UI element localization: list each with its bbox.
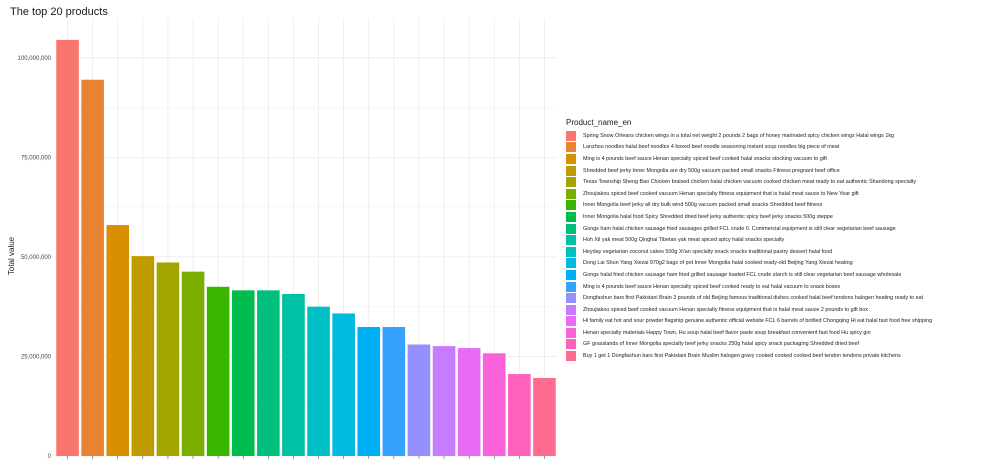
bar [332, 313, 355, 456]
legend-swatch [566, 142, 576, 153]
bar [307, 306, 330, 456]
legend-label: Gongs halal fried chicken sausage ham fr… [583, 271, 902, 278]
bar [407, 344, 431, 456]
y-axis-ticks: 0 25,000,000 50,000,000 75,000,000 100,000,0… [18, 56, 52, 460]
legend-item: Texas Township Sheng Bao Chicken braised… [566, 176, 932, 188]
bar [457, 348, 481, 456]
legend-label: Zhoujiakou spiced beef cooked vacuum Hen… [583, 190, 859, 197]
legend-label: Ming is 4 pounds beef sauce Henan specia… [583, 155, 827, 162]
legend-items: Spring Snow Orleans chicken wings in a t… [566, 130, 932, 362]
bar [482, 353, 506, 456]
legend-label: Shredded beef jerky Inner Mongolia are d… [583, 167, 840, 174]
legend-label: Hoh Xil yak meat 500g Qinghai Tibetan ya… [583, 237, 785, 244]
y-tick-label: 50,000,000 [21, 255, 52, 261]
legend-swatch [566, 177, 576, 188]
bar [81, 79, 104, 456]
legend: Product_name_en Spring Snow Orleans chic… [566, 118, 932, 362]
bar [357, 326, 381, 456]
legend-item: Heyday vegetarian coconut cakes 500g Xi'… [566, 246, 932, 258]
legend-item: Lanzhou noodles halal beef noodles 4 box… [566, 142, 932, 154]
legend-swatch [566, 223, 576, 234]
legend-item: Ming is 4 pounds beef sauce Henan specia… [566, 281, 932, 293]
bar [432, 346, 456, 456]
legend-item: Inner Mongolia beef jerky all dry bulk w… [566, 200, 932, 212]
legend-swatch [566, 200, 576, 211]
legend-swatch [566, 316, 576, 327]
y-tick-label: 75,000,000 [21, 155, 52, 161]
legend-label: Spring Snow Orleans chicken wings in a t… [583, 132, 895, 139]
legend-swatch [566, 258, 576, 269]
legend-swatch [566, 351, 576, 362]
legend-item: Zhoujiakou spiced beef cooked vacuum Hen… [566, 188, 932, 200]
legend-label: GF grasslands of Inner Mongolia specialt… [583, 341, 859, 348]
legend-label: Buy 1 get 1 Dongfashun bars first Pakist… [583, 353, 901, 360]
legend-swatch [566, 339, 576, 350]
bar [181, 271, 205, 456]
chart-title: The top 20 products [10, 6, 108, 18]
bar [106, 225, 130, 456]
legend-item: Ming is 4 pounds beef sauce Henan specia… [566, 153, 932, 165]
legend-item: Gongs halal fried chicken sausage ham fr… [566, 269, 932, 281]
legend-swatch [566, 269, 576, 280]
legend-item: Spring Snow Orleans chicken wings in a t… [566, 130, 932, 142]
legend-label: Inner Mongolia beef jerky all dry bulk w… [583, 202, 823, 209]
legend-label: Zhoujiakou spiced beef cooked vacuum Hen… [583, 306, 868, 313]
bar [131, 256, 155, 456]
legend-swatch [566, 211, 576, 222]
legend-label: Dong Lai Shun Yang Xiezai 970g2 bags of … [583, 260, 853, 267]
legend-title: Product_name_en [566, 118, 632, 127]
bar [282, 293, 305, 456]
y-axis-label: Total value [7, 236, 16, 275]
legend-item: Gongs ham halal chicken sausage fried sa… [566, 223, 932, 235]
legend-swatch [566, 188, 576, 199]
legend-label: Dongfashun bars first Pakistani Brain 3 … [583, 295, 924, 302]
bar [206, 286, 230, 456]
y-tick-label: 0 [48, 454, 52, 460]
legend-label: Inner Mongolia halal food Spicy Shredded… [583, 213, 833, 220]
legend-swatch [566, 327, 576, 338]
plot-panel [55, 18, 557, 456]
bar [382, 326, 406, 456]
bar [231, 290, 255, 456]
bar [56, 39, 79, 457]
legend-swatch [566, 246, 576, 257]
legend-item: Hoh Xil yak meat 500g Qinghai Tibetan ya… [566, 234, 932, 246]
bar [156, 262, 180, 456]
legend-item: Inner Mongolia halal food Spicy Shredded… [566, 211, 932, 223]
legend-item: Hi family eat hot and sour powder flagsh… [566, 316, 932, 328]
legend-item: Zhoujiakou spiced beef cooked vacuum Hen… [566, 304, 932, 316]
legend-item: Dong Lai Shun Yang Xiezai 970g2 bags of … [566, 258, 932, 270]
legend-item: Dongfashun bars first Pakistani Brain 3 … [566, 292, 932, 304]
legend-item: Henan specialty materials Happy Town, Hu… [566, 327, 932, 339]
legend-swatch [566, 165, 576, 176]
legend-label: Henan specialty materials Happy Town, Hu… [583, 329, 871, 336]
y-tick-label: 25,000,000 [21, 354, 52, 360]
legend-label: Lanzhou noodles halal beef noodles 4 box… [583, 144, 840, 151]
bars [56, 39, 556, 457]
legend-swatch [566, 293, 576, 304]
legend-swatch [566, 130, 576, 141]
legend-label: Ming is 4 pounds beef sauce Henan specia… [583, 283, 841, 290]
x-axis-ticks [67, 456, 545, 459]
legend-item: Shredded beef jerky Inner Mongolia are d… [566, 165, 932, 177]
legend-swatch [566, 304, 576, 315]
legend-label: Heyday vegetarian coconut cakes 500g Xi'… [583, 248, 833, 255]
legend-label: Texas Township Sheng Bao Chicken braised… [583, 179, 917, 186]
legend-swatch [566, 281, 576, 292]
legend-swatch [566, 235, 576, 246]
bar [508, 373, 531, 456]
legend-label: Hi family eat hot and sour powder flagsh… [583, 318, 933, 325]
legend-item: GF grasslands of Inner Mongolia specialt… [566, 339, 932, 351]
legend-swatch [566, 153, 576, 164]
y-tick-label: 100,000,000 [18, 56, 52, 62]
legend-item: Buy 1 get 1 Dongfashun bars first Pakist… [566, 350, 932, 362]
bar [257, 290, 280, 456]
bar [533, 377, 556, 456]
legend-label: Gongs ham halal chicken sausage fried sa… [583, 225, 896, 232]
